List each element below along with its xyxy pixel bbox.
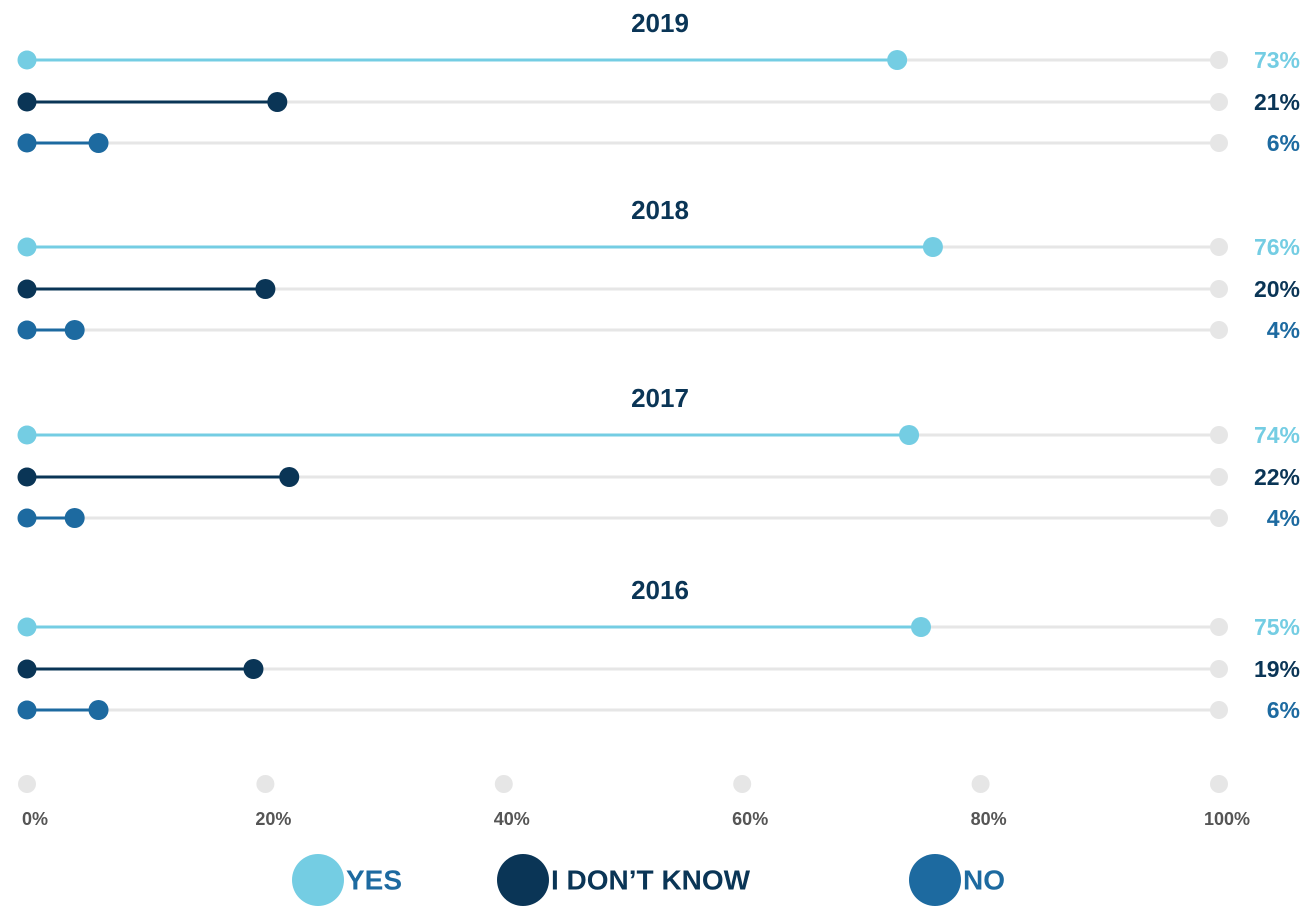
value-dot	[88, 133, 109, 153]
value-label: 21%	[1254, 89, 1300, 115]
start-dot	[17, 700, 37, 720]
track-end	[1210, 280, 1228, 298]
value-dot	[88, 700, 109, 720]
legend-label: I DON’T KNOW	[551, 864, 751, 895]
start-dot	[17, 659, 37, 679]
track-end	[1210, 468, 1228, 486]
start-dot	[17, 237, 37, 257]
track-end	[1210, 321, 1228, 339]
tick-dot	[1210, 775, 1228, 793]
start-dot	[17, 467, 37, 487]
value-dot	[255, 279, 276, 299]
value-dot	[911, 617, 931, 637]
start-dot	[17, 508, 37, 528]
start-dot	[17, 425, 37, 445]
legend-label: YES	[346, 864, 402, 895]
group-title: 2019	[631, 8, 689, 38]
x-tick-label: 80%	[971, 809, 1007, 829]
group-title: 2018	[631, 195, 689, 225]
track-end	[1210, 618, 1228, 636]
track-end	[1210, 238, 1228, 256]
value-dot	[64, 508, 85, 528]
track-end	[1210, 426, 1228, 444]
value-label: 75%	[1254, 614, 1300, 640]
x-tick-label: 20%	[255, 809, 291, 829]
tick-dot	[971, 775, 990, 793]
x-tick-label: 60%	[732, 809, 768, 829]
value-dot	[922, 237, 943, 257]
value-dot	[887, 50, 908, 70]
value-label: 6%	[1267, 697, 1300, 723]
x-tick-label: 0%	[22, 809, 48, 829]
legend-swatch	[292, 854, 344, 906]
legend-label: NO	[963, 864, 1005, 895]
track-end	[1210, 93, 1228, 111]
tick-dot	[494, 775, 513, 793]
legend-swatch	[909, 854, 961, 906]
value-label: 76%	[1254, 234, 1300, 260]
tick-dot	[733, 775, 752, 793]
value-label: 22%	[1254, 464, 1300, 490]
x-tick-label: 100%	[1204, 809, 1250, 829]
start-dot	[17, 617, 37, 637]
track-end	[1210, 660, 1228, 678]
start-dot	[17, 50, 37, 70]
value-label: 19%	[1254, 656, 1300, 682]
track-end	[1210, 51, 1228, 69]
track-end	[1210, 701, 1228, 719]
value-label: 20%	[1254, 276, 1300, 302]
start-dot	[17, 279, 37, 299]
start-dot	[17, 320, 37, 340]
value-label: 74%	[1254, 422, 1300, 448]
value-dot	[899, 425, 920, 445]
tick-dot	[18, 775, 36, 793]
track-end	[1210, 509, 1228, 527]
value-label: 4%	[1267, 505, 1300, 531]
value-dot	[279, 467, 300, 487]
value-label: 73%	[1254, 47, 1300, 73]
start-dot	[17, 92, 37, 112]
group-title: 2017	[631, 383, 689, 413]
track-end	[1210, 134, 1228, 152]
value-label: 4%	[1267, 317, 1300, 343]
x-tick-label: 40%	[494, 809, 530, 829]
start-dot	[17, 133, 37, 153]
value-dot	[267, 92, 288, 112]
tick-dot	[256, 775, 275, 793]
value-label: 6%	[1267, 130, 1300, 156]
value-dot	[243, 659, 264, 679]
value-dot	[64, 320, 85, 340]
legend-swatch	[497, 854, 549, 906]
group-title: 2016	[631, 575, 689, 605]
